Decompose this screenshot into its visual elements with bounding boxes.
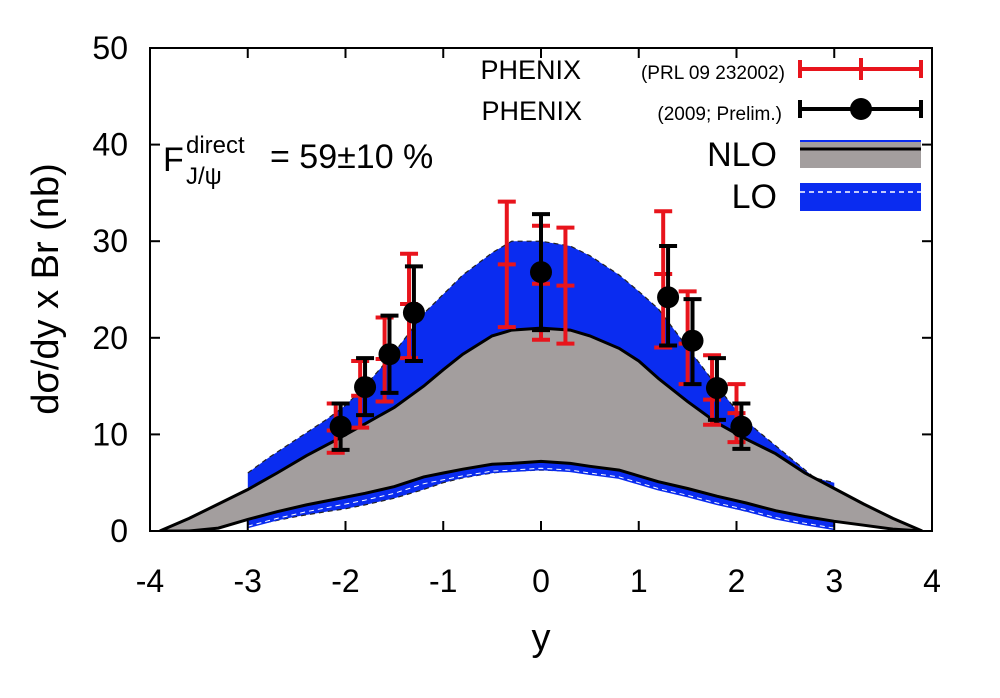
x-tick-label: 2 bbox=[728, 563, 746, 599]
fraction-annotation: F direct J/ψ = 59±10 % bbox=[163, 132, 433, 190]
nlo-band bbox=[159, 328, 923, 531]
data-point-marker bbox=[378, 343, 401, 366]
prelim-point bbox=[530, 212, 552, 333]
prelim-point bbox=[354, 356, 377, 418]
legend-label: PHENIX bbox=[481, 96, 582, 126]
annotation-superscript: direct bbox=[186, 132, 245, 159]
data-point-marker bbox=[329, 415, 352, 438]
tick-marks bbox=[149, 47, 933, 532]
x-tick-labels: -4 -3 -2 -1 0 1 2 3 4 bbox=[136, 563, 941, 599]
legend-entry-phenix-prl: PHENIX bbox=[480, 55, 581, 85]
bands-layer bbox=[159, 240, 923, 531]
legend-marker-black-point bbox=[798, 98, 923, 120]
legend: PHENIX (PRL 09 232002) PHENIX (2009; Pre… bbox=[480, 55, 923, 216]
data-point-marker bbox=[681, 329, 704, 352]
y-tick-label: 40 bbox=[92, 127, 128, 163]
prelim-point bbox=[681, 297, 704, 387]
points-layer bbox=[326, 199, 753, 455]
y-tick-label: 50 bbox=[92, 30, 128, 66]
y-axis-title: dσ/dy x Br (nb) bbox=[25, 163, 67, 415]
nlo-lower-edge bbox=[159, 459, 923, 531]
x-tick-label: -2 bbox=[331, 563, 359, 599]
prl-point bbox=[497, 199, 516, 330]
x-axis-title: y bbox=[532, 617, 551, 659]
prelim-point bbox=[378, 313, 401, 395]
legend-label-nlo: NLO bbox=[707, 136, 777, 174]
x-tick-label: 0 bbox=[532, 563, 550, 599]
prelim-point bbox=[329, 401, 352, 452]
data-point-marker bbox=[705, 377, 728, 400]
data-point-marker bbox=[402, 301, 425, 324]
data-point-marker bbox=[354, 376, 377, 399]
legend-label: PHENIX bbox=[480, 55, 581, 85]
prelim-point bbox=[705, 356, 728, 422]
x-tick-label: -4 bbox=[136, 563, 164, 599]
y-tick-label: 30 bbox=[92, 223, 128, 259]
legend-entry-phenix-prelim: PHENIX bbox=[481, 96, 582, 126]
lo-lower-strip-dash bbox=[247, 467, 835, 529]
y-tick-label: 0 bbox=[110, 513, 128, 549]
legend-detail: (2009; Prelim.) bbox=[657, 104, 782, 125]
prl-point bbox=[556, 225, 575, 346]
legend-swatch-lo bbox=[800, 183, 921, 211]
x-tick-label: 4 bbox=[923, 563, 941, 599]
annotation-main: F bbox=[163, 141, 184, 179]
x-tick-label: 3 bbox=[825, 563, 843, 599]
legend-label-lo: LO bbox=[732, 178, 777, 216]
prelim-point bbox=[402, 264, 425, 363]
legend-marker-red-errorbar bbox=[798, 58, 923, 80]
x-tick-label: -3 bbox=[234, 563, 262, 599]
prelim-point bbox=[657, 244, 680, 348]
y-tick-labels: 0 10 20 30 40 50 bbox=[92, 30, 128, 549]
data-point-marker bbox=[657, 286, 680, 309]
y-tick-label: 20 bbox=[92, 320, 128, 356]
annotation-subscript: J/ψ bbox=[186, 163, 222, 190]
legend-detail: (PRL 09 232002) bbox=[641, 63, 785, 84]
legend-swatch-nlo bbox=[800, 140, 921, 168]
x-tick-label: -1 bbox=[429, 563, 457, 599]
data-point-marker bbox=[730, 415, 753, 438]
y-tick-label: 10 bbox=[92, 416, 128, 452]
prelim-point bbox=[730, 401, 753, 451]
data-point-marker bbox=[530, 261, 552, 284]
annotation-value: = 59±10 % bbox=[270, 138, 433, 176]
x-tick-label: 1 bbox=[630, 563, 648, 599]
